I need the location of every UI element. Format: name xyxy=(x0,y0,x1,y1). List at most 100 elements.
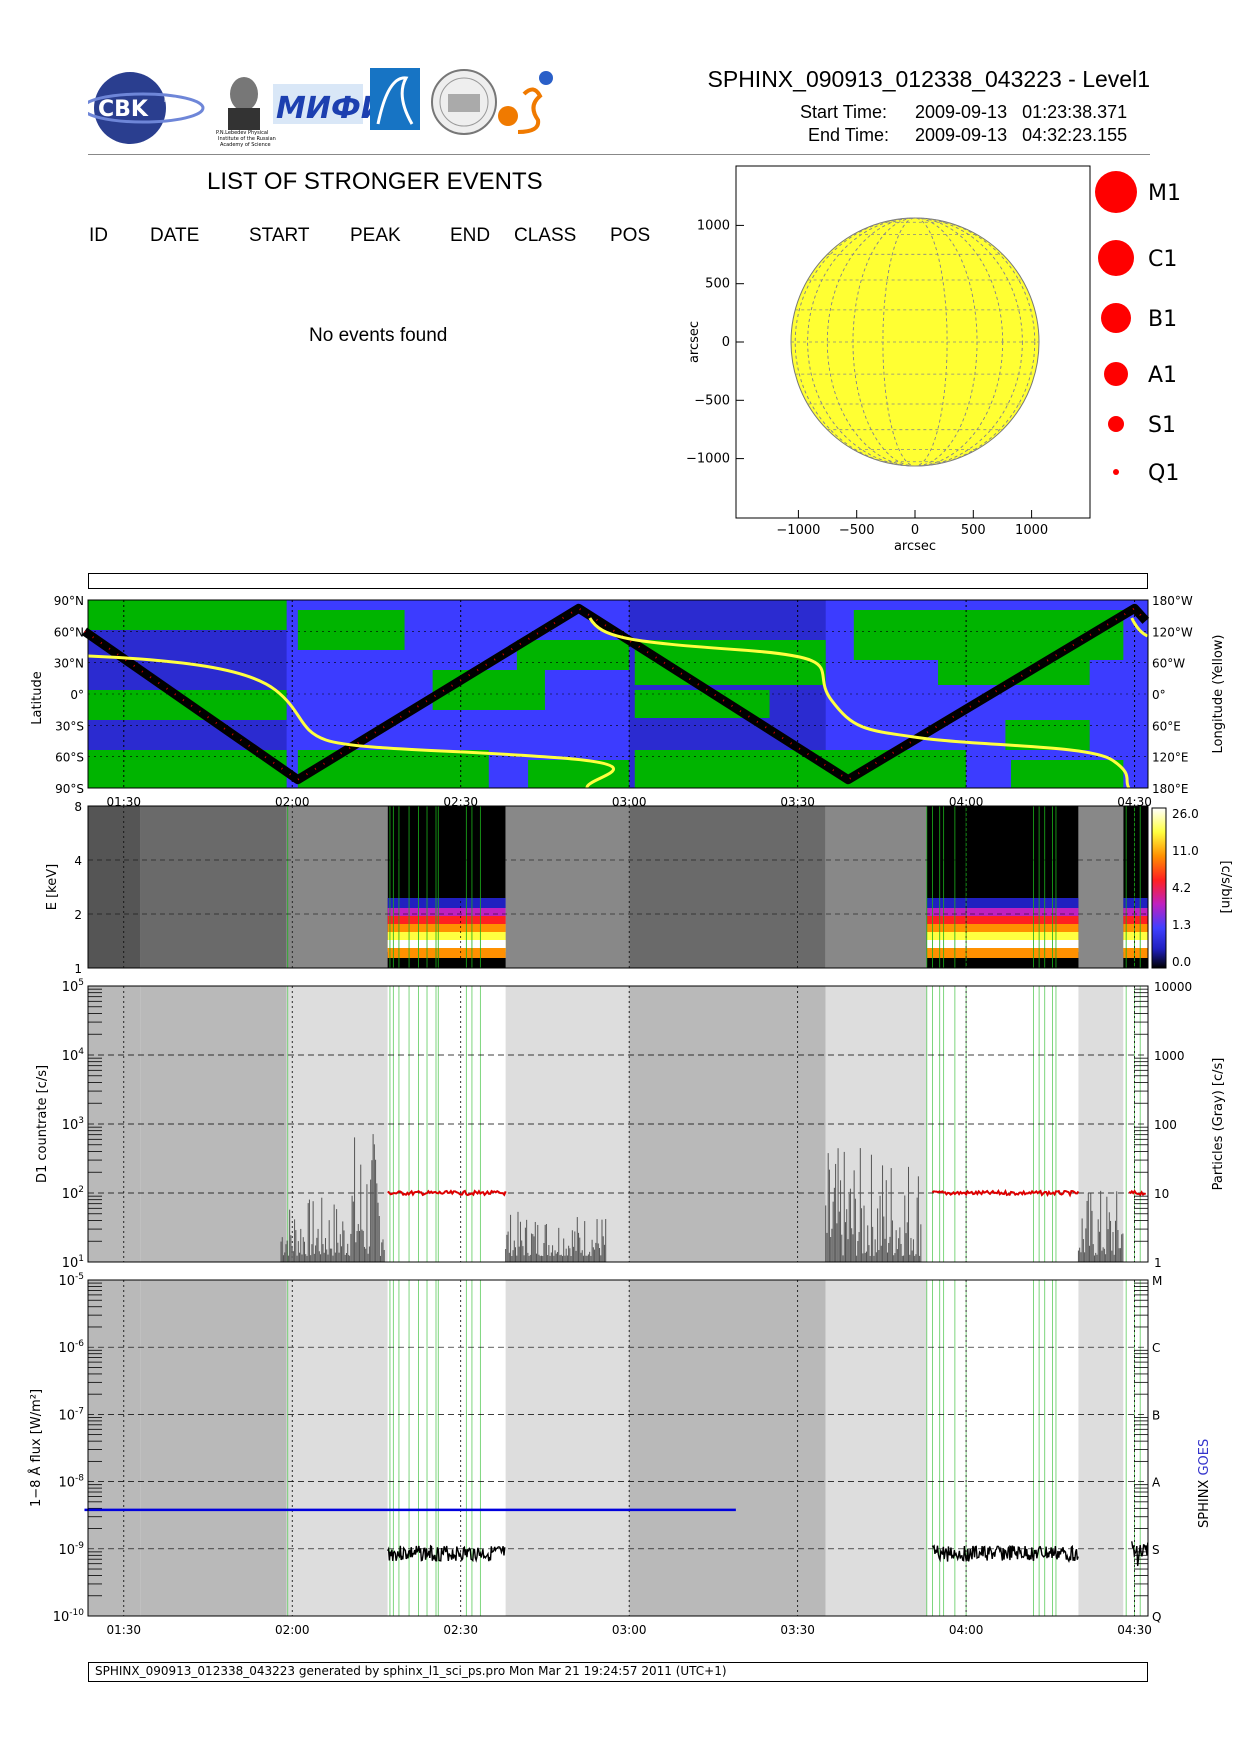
latitude-panel-frame xyxy=(87,599,1149,789)
flux-shading xyxy=(387,1280,506,1616)
latitude-tick-label: 0° xyxy=(70,688,84,702)
spectrogram-emission-layer xyxy=(926,908,1079,916)
d1-right-tick-label: 1 xyxy=(1154,1256,1162,1270)
flux-shading xyxy=(286,1280,388,1616)
spectrogram-emission-layer xyxy=(387,948,506,958)
end-time-value: 2009-09-13 04:32:23.155 xyxy=(915,125,1128,145)
latitude-map-land xyxy=(297,750,489,788)
events-col-end: END xyxy=(450,225,491,246)
svg-text:PAN: PAN xyxy=(164,97,176,104)
sun-x-tick-label: 0 xyxy=(911,523,919,538)
spectrogram-emission-layer xyxy=(1123,908,1148,916)
longitude-tick-label: 60°E xyxy=(1152,719,1181,733)
spectrogram-tick-label: 2 xyxy=(74,908,82,922)
spectrogram-band xyxy=(140,806,287,968)
sphinx-label: SPHINX xyxy=(1197,1476,1212,1528)
latitude-map-land xyxy=(88,750,287,788)
flux-class-label: A xyxy=(1152,1476,1161,1490)
sun-map: −1000 −500 0 500 1000 1000 500 0 −500 −1000 arcse… xyxy=(686,165,1091,554)
colorbar xyxy=(1151,807,1167,969)
time-tick-label-bottom: 01:30 xyxy=(106,1623,141,1637)
time-tick-label-bottom: 03:00 xyxy=(612,1623,647,1637)
latitude-panel: 90°N 60°N 30°N 0° 30°S 60°S 90°S 180°W 120°W 60°W… xyxy=(54,594,1226,796)
sun-y-tick-label: 1000 xyxy=(697,218,730,233)
status-bar xyxy=(88,573,1148,589)
time-tick-label-top: 04:00 xyxy=(949,795,984,809)
latitude-map-land xyxy=(853,610,1124,660)
d1-left-tick-label: 103 xyxy=(62,1116,84,1133)
latitude-tick-label: 90°N xyxy=(54,594,84,608)
legend-size-label: A1 xyxy=(1148,363,1177,388)
d1-left-tick-label: 102 xyxy=(62,1185,84,1202)
time-panels: 90°N 60°N 30°N 0° 30°S 60°S 90°S 180°W 120°W 60°W… xyxy=(28,594,1233,1637)
spacecraft-latitude-track xyxy=(81,603,1150,785)
s-logo xyxy=(498,71,553,134)
d1-right-tick-label: 100 xyxy=(1154,1118,1177,1132)
flux-left-tick-label: 10-6 xyxy=(58,1339,84,1356)
legend-size-label: S1 xyxy=(1148,413,1176,438)
latitude-map-land xyxy=(88,600,287,630)
colorbar-tick-label: 4.2 xyxy=(1172,881,1191,895)
sphinx-flux-line xyxy=(387,1544,506,1563)
lebedev-logo: P.N.Lebedev Physical Institute of the Ru… xyxy=(216,77,276,148)
flux-class-label: B xyxy=(1152,1408,1160,1422)
latitude-map-land xyxy=(634,750,967,788)
legend-size-dot xyxy=(1108,416,1124,432)
flux-shading xyxy=(1123,1280,1148,1616)
cbk-logo: CBK PAN xyxy=(81,72,205,144)
colorbar-tick-label: 0.0 xyxy=(1172,955,1191,969)
flux-left-tick-label: 10-5 xyxy=(58,1272,84,1289)
flux-shading xyxy=(1078,1280,1124,1616)
time-tick-label-top: 01:30 xyxy=(106,795,141,809)
sun-y-tick-label: −1000 xyxy=(686,452,730,467)
d1-left-tick-label: 104 xyxy=(62,1047,85,1064)
time-tick-label-top: 03:30 xyxy=(780,795,815,809)
flux-left-tick-label: 10-10 xyxy=(53,1608,85,1625)
d1-ylabel: D1 countrate [c/s] xyxy=(35,1065,50,1183)
sun-grid xyxy=(791,217,1039,467)
spectrogram-band xyxy=(505,806,630,968)
legend-size-dot xyxy=(1098,240,1134,276)
time-tick-label-bottom: 02:00 xyxy=(275,1623,310,1637)
events-col-peak: PEAK xyxy=(350,225,401,246)
spectrogram-emission-layer xyxy=(1123,916,1148,924)
d1-right-tick-label: 10000 xyxy=(1154,980,1192,994)
spectrogram-emission-layer xyxy=(387,958,506,968)
sphinx-flux-line xyxy=(1131,1541,1149,1567)
end-time-label: End Time: xyxy=(808,125,890,145)
particles-ylabel: Particles (Gray) [c/s] xyxy=(1211,1058,1226,1191)
d1-right-tick-label: 10 xyxy=(1154,1187,1169,1201)
sun-y-tick-label: −500 xyxy=(694,393,730,408)
spectrogram-emission-layer xyxy=(387,898,506,908)
spectrogram-emission-layer xyxy=(1123,958,1148,968)
flux-shading xyxy=(629,1280,826,1616)
spectrogram-band xyxy=(286,806,388,968)
seal-logo xyxy=(431,69,497,135)
flux-class-label: Q xyxy=(1152,1610,1161,1624)
emblem-logo xyxy=(370,68,420,130)
flux-shading xyxy=(825,1280,927,1616)
longitude-tick-label: 120°W xyxy=(1152,625,1193,639)
spectrogram-panel: 8 4 2 1 E [keV] 26.0 11.0 4.2 1.3 0.0 [c/s/bin] xyxy=(45,800,1233,976)
flux-panel: 10-5 10-6 10-7 10-8 10-9 10-10 M C B A S Q 1−8 Å flu… xyxy=(28,1272,1212,1625)
mifi-logo-text: МИФИ xyxy=(276,91,386,126)
latitude-tick-label: 90°S xyxy=(55,782,84,796)
time-axis-labels: 01:30 01:30 02:00 02:00 02:30 02:30 03:00 03:00… xyxy=(106,795,1151,1637)
latitude-map-land xyxy=(528,760,630,788)
time-tick-label-bottom: 04:30 xyxy=(1117,1623,1152,1637)
footer-note: SPHINX_090913_012338_043223 generated by… xyxy=(88,1662,1148,1682)
sun-y-tick-label: 0 xyxy=(722,335,730,350)
longitude-track xyxy=(1130,617,1149,638)
longitude-tick-label: 180°E xyxy=(1152,782,1189,796)
flux-class-label: M xyxy=(1152,1274,1162,1288)
events-title: LIST OF STRONGER EVENTS xyxy=(207,168,543,195)
flux-shading xyxy=(140,1280,287,1616)
sun-map-xlabel: arcsec xyxy=(894,539,936,554)
legend-size-label: Q1 xyxy=(1148,461,1179,486)
legend-size-label: C1 xyxy=(1148,247,1177,272)
cbk-logo-text: CBK xyxy=(98,97,149,122)
sun-x-tick-label: −500 xyxy=(839,523,875,538)
header-divider xyxy=(88,154,1150,155)
longitude-track xyxy=(87,654,615,789)
